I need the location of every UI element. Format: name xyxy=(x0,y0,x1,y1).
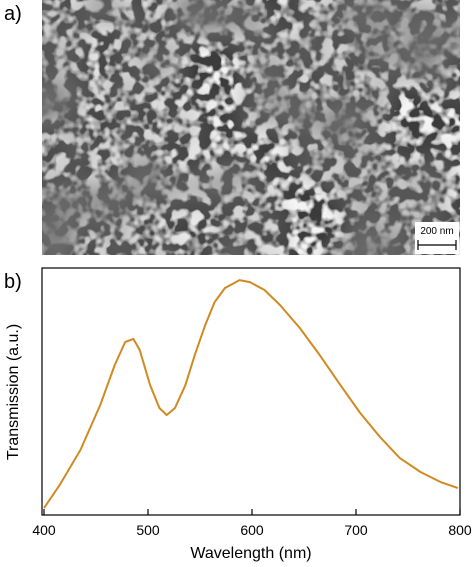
plot-frame xyxy=(41,267,461,516)
sem-image xyxy=(42,0,460,255)
panel-label: b) xyxy=(4,271,22,293)
scale-bar-label: 200 nm xyxy=(420,226,453,237)
x-tick-label: 400 xyxy=(32,522,56,538)
scale-bar xyxy=(417,240,457,250)
x-axis-label: Wavelength (nm) xyxy=(190,545,311,562)
x-tick-label: 800 xyxy=(448,522,472,538)
scale-bar-box xyxy=(415,222,459,254)
panel-label: a) xyxy=(4,3,22,25)
x-tick-label: 600 xyxy=(240,522,264,538)
line-series xyxy=(43,279,459,509)
x-tick-label: 500 xyxy=(136,522,160,538)
y-axis-label: Transmission (a.u.) xyxy=(5,324,22,460)
x-tick-label: 700 xyxy=(344,522,368,538)
